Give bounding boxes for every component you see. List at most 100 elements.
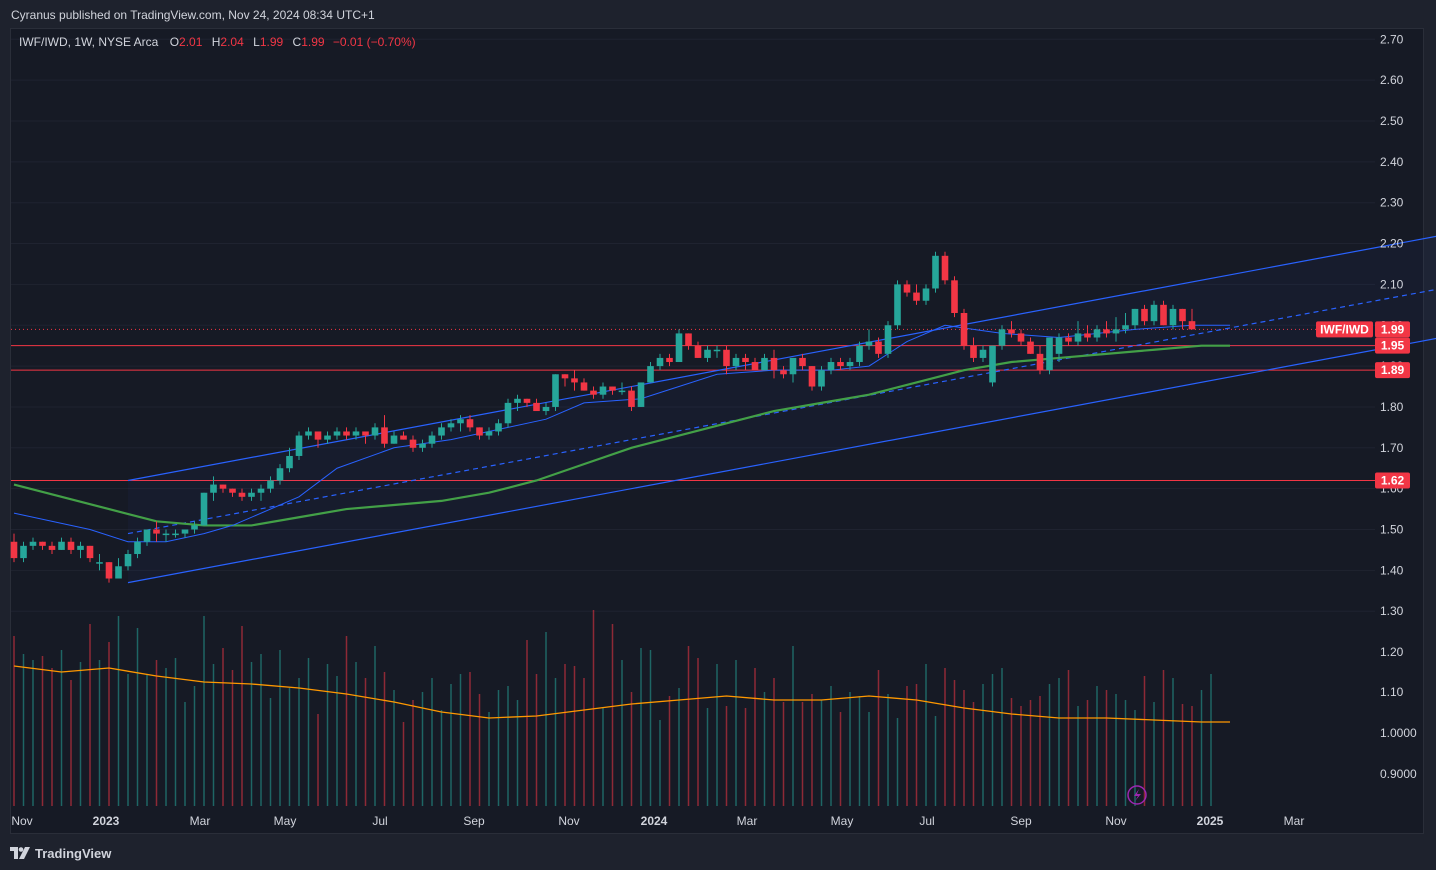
candle-body: [723, 349, 730, 367]
price-tick-label: 1.50: [1380, 523, 1404, 537]
candle-body: [827, 362, 835, 371]
candle-body: [495, 423, 502, 432]
candle-body: [371, 427, 379, 436]
candle: [419, 439, 426, 452]
channel-middle-line: [127, 288, 1436, 535]
candle-body: [447, 423, 455, 428]
candle-body: [105, 562, 113, 579]
candle: [618, 382, 626, 395]
candle: [799, 353, 806, 371]
candle-body: [438, 427, 445, 436]
candle: [438, 423, 445, 440]
candle: [1141, 304, 1148, 326]
candle-body: [818, 370, 825, 387]
candle: [105, 562, 113, 583]
candle-body: [96, 562, 103, 564]
candle: [409, 435, 417, 452]
candle-body: [267, 480, 274, 489]
candle: [998, 325, 1006, 350]
footer-brand[interactable]: TradingView: [10, 845, 111, 861]
candle: [932, 251, 939, 293]
last-price-tag-text: 1.99: [1381, 322, 1405, 336]
candle-body: [1188, 321, 1196, 330]
candle: [989, 345, 996, 387]
candle-body: [704, 349, 711, 358]
volume-ma-line: [13, 665, 1230, 723]
candle-body: [1103, 329, 1110, 334]
legend-high-value: 2.04: [220, 35, 244, 49]
lightning-icon[interactable]: [1127, 785, 1147, 805]
candle-body: [48, 545, 56, 550]
legend-change: −0.01 (−0.70%): [332, 35, 416, 49]
candle: [637, 382, 645, 407]
horizontal-levels[interactable]: [11, 328, 1375, 481]
candle: [1027, 337, 1034, 354]
candle: [1160, 300, 1167, 326]
candle-body: [580, 382, 588, 391]
candle: [827, 357, 835, 375]
time-tick-label: Nov: [558, 814, 579, 828]
candle: [428, 431, 436, 448]
candle-body: [542, 406, 550, 412]
candle-body: [457, 419, 464, 424]
time-axis[interactable]: Nov 2023 Mar May Jul Sep Nov 2024 Mar May Jul Sep No…: [11, 814, 1304, 828]
volume-tick-label: 1.0000: [1380, 726, 1417, 740]
candle-body: [153, 529, 160, 534]
candle: [371, 423, 379, 440]
candle: [314, 431, 322, 448]
candle-body: [979, 349, 987, 358]
candle: [884, 321, 892, 358]
candle-body: [837, 362, 844, 367]
candle-body: [333, 431, 341, 436]
candle-body: [1093, 329, 1101, 338]
candle: [628, 386, 635, 412]
candle-body: [124, 554, 132, 567]
time-tick-label: Nov: [1105, 814, 1126, 828]
candle: [552, 374, 559, 412]
candle: [466, 415, 474, 432]
volume-histogram: [13, 610, 1230, 806]
candle: [343, 427, 350, 440]
candle-body: [989, 345, 996, 383]
price-tick-label: 1.70: [1380, 441, 1404, 455]
trend-channel[interactable]: [127, 199, 1436, 584]
candle: [903, 280, 911, 297]
candle: [96, 554, 103, 571]
candle: [723, 345, 730, 375]
time-tick-label: Nov: [11, 814, 32, 828]
candle-body: [751, 362, 759, 371]
candle: [609, 386, 616, 395]
candle-body: [932, 255, 939, 289]
price-axis[interactable]: 2.702.602.502.402.302.202.102.001.901.80…: [1380, 32, 1417, 781]
price-tick-label: 2.70: [1380, 32, 1404, 46]
candle-body: [514, 398, 521, 403]
candle: [894, 280, 901, 330]
candle: [267, 476, 274, 493]
legend-symbol[interactable]: IWF/IWD, 1W, NYSE Arca: [19, 35, 159, 49]
candle-body: [799, 357, 806, 367]
candle: [1131, 308, 1139, 330]
candle: [476, 427, 483, 440]
candle-body: [742, 357, 749, 363]
candle: [1008, 321, 1015, 338]
candle: [770, 349, 778, 379]
candle: [86, 545, 94, 563]
candle-body: [637, 382, 645, 407]
candle-body: [1065, 337, 1072, 342]
candle-body: [248, 492, 255, 497]
tradingview-logo-icon: [10, 847, 30, 859]
candle-body: [913, 292, 920, 301]
candle: [286, 447, 293, 473]
candle: [1122, 312, 1129, 334]
volume-tick-label: 0.9000: [1380, 767, 1417, 781]
legend-high-label: H: [211, 35, 221, 49]
candle-body: [1055, 337, 1063, 354]
candle-body: [1169, 308, 1177, 326]
candle: [685, 333, 692, 350]
candle: [704, 345, 711, 363]
candle-body: [1074, 333, 1082, 342]
price-tick-label: 2.60: [1380, 73, 1404, 87]
candle-body: [922, 288, 930, 301]
candle-body: [628, 390, 635, 407]
